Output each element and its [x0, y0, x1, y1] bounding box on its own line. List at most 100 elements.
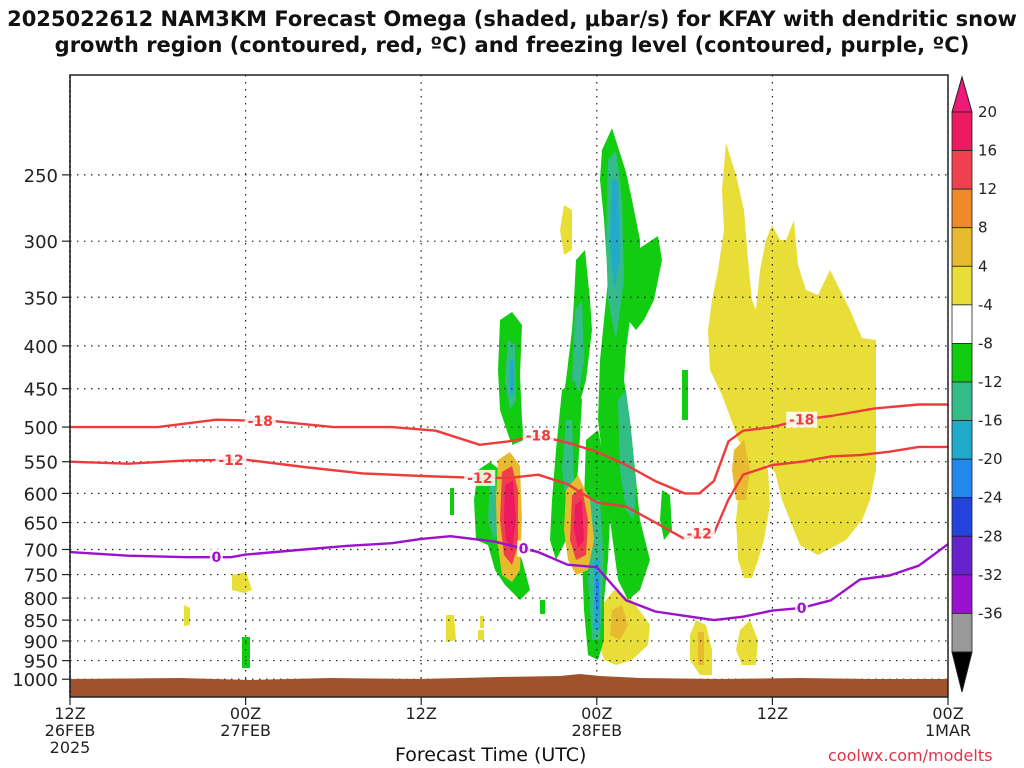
y-tick-label: 500: [24, 418, 58, 439]
x-tick-label: 26FEB: [45, 721, 96, 740]
shade-yellow-low2: [736, 620, 758, 665]
colorbar-swatch: [951, 304, 973, 344]
colorbar-label: -28: [978, 527, 1003, 545]
pressure-axis: 2503003504004505005506006507007508008509…: [12, 166, 70, 691]
x-tick-label: 12Z: [54, 704, 85, 723]
y-tick-label: 1000: [12, 670, 58, 691]
colorbar-label: -4: [978, 296, 993, 314]
contour-label-bg: [209, 549, 223, 566]
x-tick-label: 28FEB: [571, 721, 622, 740]
contour-label: -12: [687, 527, 712, 543]
colorbar-swatch: [951, 420, 973, 460]
shade-cyan-e: [610, 180, 620, 290]
shade-green-dot: [540, 600, 545, 614]
shade-teal-f: [618, 390, 636, 520]
chart-title: 2025022612 NAM3KM Forecast Omega (shaded…: [0, 6, 1024, 58]
x-tick-label: 00Z: [230, 704, 261, 723]
shade-yellow-0z: [232, 572, 252, 593]
contour-line: [69, 445, 948, 541]
colorbar-label: -16: [978, 412, 1003, 430]
colorbar-bottom-arrow: [951, 651, 973, 693]
colorbar-label: -8: [978, 334, 993, 352]
contour-label-bg: [464, 469, 496, 486]
x-tick-label: 2025: [50, 738, 91, 757]
colorbar-swatch: [951, 497, 973, 537]
contour-label: -18: [789, 413, 814, 429]
y-tick-label: 450: [24, 380, 58, 401]
shade-green-f: [628, 236, 662, 330]
x-axis-title: Forecast Time (UTC): [395, 744, 587, 766]
y-tick-label: 400: [24, 337, 58, 358]
shade-green-i: [682, 370, 688, 420]
contour-line: [69, 535, 949, 622]
colorbar-label: 16: [978, 142, 997, 160]
colorbar-swatch: [951, 613, 973, 653]
colorbar-swatch: [951, 458, 973, 499]
contour-label-bg: [244, 412, 276, 429]
shade-orange-b: [698, 632, 704, 665]
y-tick-label: 600: [24, 484, 58, 505]
colorbar-label: 8: [978, 219, 988, 237]
contour-label: 0: [211, 550, 221, 566]
shade-yellow-dot3: [480, 616, 484, 628]
colorbar-swatch: [951, 150, 973, 190]
contour-label: -12: [218, 453, 243, 469]
terrain-band: [70, 674, 948, 697]
colorbar-swatch: [951, 343, 973, 383]
colorbar-swatch: [951, 188, 973, 229]
x-tick-label: 12Z: [757, 704, 788, 723]
shade-green-h: [660, 490, 672, 540]
temperature-contours: -18 -18 -18 -12 -12 -12 0 0 0: [69, 403, 949, 622]
contour-label-bg: [517, 540, 531, 557]
x-tick-label: 27FEB: [220, 721, 271, 740]
omega-shading-layer: [184, 128, 876, 675]
y-tick-label: 700: [24, 540, 58, 561]
colorbar-swatch: [951, 265, 973, 306]
colorbar-label: 4: [978, 257, 988, 275]
contour-label: 0: [519, 542, 529, 558]
colorbar-label: -32: [978, 566, 1003, 584]
chart-title-line-1: 2025022612 NAM3KM Forecast Omega (shaded…: [7, 7, 1017, 31]
y-tick-label: 250: [24, 166, 58, 187]
shade-green-dot2: [450, 488, 454, 515]
colorbar-swatch: [951, 227, 973, 267]
colorbar-label: 20: [978, 103, 997, 121]
contour-label-bg: [795, 599, 809, 616]
y-tick-label: 300: [24, 232, 58, 253]
contour-label: -18: [526, 429, 551, 445]
shade-magenta-max1: [504, 480, 516, 550]
y-tick-label: 800: [24, 589, 58, 610]
source-credit: coolwx.com/modelts: [828, 746, 993, 765]
y-tick-label: 850: [24, 611, 58, 632]
plot-frame: [69, 74, 949, 698]
colorbar-label: -24: [978, 489, 1003, 507]
shade-cyan-a: [510, 360, 514, 395]
shade-yellow-dot: [184, 605, 190, 626]
colorbar-swatch: [951, 111, 973, 151]
shade-yellow-dot4: [478, 630, 484, 640]
y-tick-label: 950: [24, 652, 58, 673]
shade-green-dot3: [242, 637, 250, 668]
shade-yellow-small: [560, 205, 572, 255]
y-tick-label: 650: [24, 514, 58, 535]
x-tick-label: 00Z: [932, 704, 963, 723]
contour-label-bg: [215, 451, 247, 468]
colorbar-swatch: [951, 574, 973, 614]
chart-title-line-2: growth region (contoured, red, ºC) and f…: [54, 33, 970, 57]
shade-magenta-max2: [574, 500, 584, 548]
colorbar-top-arrow: [951, 75, 973, 113]
x-tick-label: 00Z: [581, 704, 612, 723]
y-tick-label: 550: [24, 453, 58, 474]
shade-blue-g: [596, 580, 599, 610]
contour-label: 0: [797, 601, 807, 617]
x-tick-label: 12Z: [406, 704, 437, 723]
contour-label: -18: [248, 414, 273, 430]
shade-teal-d: [562, 420, 574, 500]
omega-colorbar: 20 16 12 8 4 -4 -8 -12 -16 -20 -24 -28 -32 -36: [951, 75, 1003, 693]
contour-label-bg: [683, 525, 715, 542]
colorbar-swatch: [951, 381, 973, 421]
contour-label-bg: [786, 411, 818, 428]
terrain-surface: [70, 674, 948, 697]
